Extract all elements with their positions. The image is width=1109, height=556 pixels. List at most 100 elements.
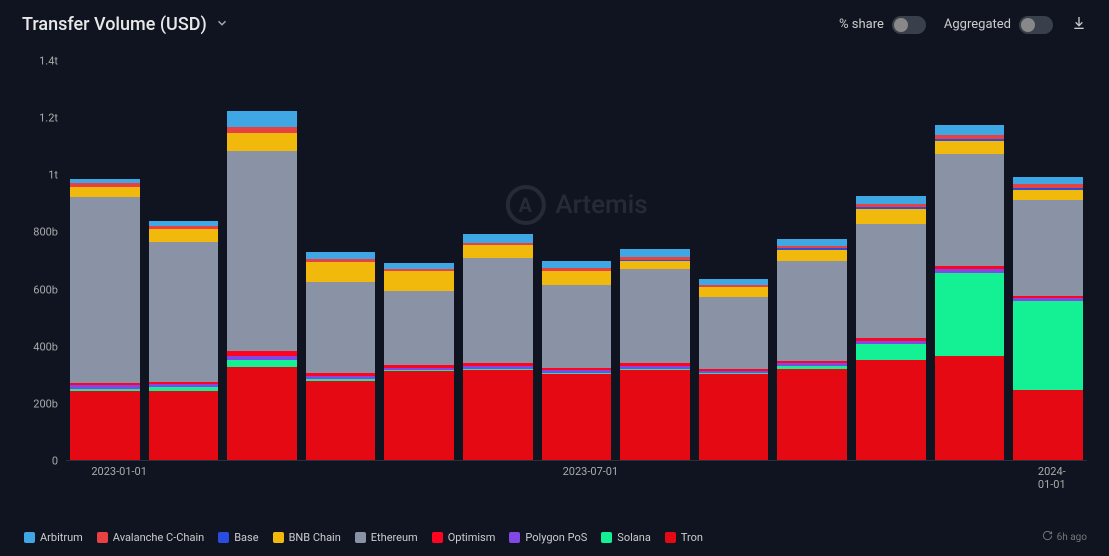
- bar-segment: [699, 297, 769, 368]
- bar-segment: [384, 271, 454, 291]
- aggregated-label: Aggregated: [944, 17, 1011, 32]
- bar-segment: [542, 285, 612, 368]
- bar-segment: [70, 391, 140, 460]
- share-toggle-group: % share: [839, 16, 926, 34]
- bar-column[interactable]: [620, 61, 690, 460]
- y-tick-label: 1t: [48, 169, 58, 182]
- bar-column[interactable]: [227, 61, 297, 460]
- legend-swatch: [432, 532, 443, 543]
- bar-segment: [935, 356, 1005, 460]
- bar-segment: [777, 261, 847, 361]
- legend-item[interactable]: BNB Chain: [273, 531, 341, 544]
- bar-segment: [306, 282, 376, 373]
- bar-segment: [777, 369, 847, 460]
- bar-segment: [463, 234, 533, 243]
- bar-column[interactable]: [542, 61, 612, 460]
- y-tick-label: 0: [52, 455, 58, 468]
- updated-text: 6h ago: [1057, 532, 1087, 543]
- chart-area: 0200b400b600b800b1t1.2t1.4t A Artemis 20…: [22, 61, 1087, 481]
- chart-plot: A Artemis: [66, 61, 1087, 461]
- bar-segment: [935, 141, 1005, 154]
- bar-segment: [620, 370, 690, 460]
- bar-column[interactable]: [149, 61, 219, 460]
- chart-header: Transfer Volume (USD) % share Aggregated: [0, 0, 1109, 43]
- bar-column[interactable]: [935, 61, 1005, 460]
- bar-column[interactable]: [70, 61, 140, 460]
- bar-column[interactable]: [306, 61, 376, 460]
- legend-item[interactable]: Base: [218, 531, 258, 544]
- bar-column[interactable]: [699, 61, 769, 460]
- legend-label: BNB Chain: [289, 531, 341, 544]
- legend-label: Solana: [617, 531, 651, 544]
- bar-segment: [856, 196, 926, 205]
- bar-column[interactable]: [777, 61, 847, 460]
- bar-segment: [542, 374, 612, 460]
- legend-item[interactable]: Arbitrum: [24, 531, 83, 544]
- share-label: % share: [839, 17, 884, 32]
- bar-segment: [620, 261, 690, 270]
- bar-segment: [620, 269, 690, 363]
- bar-segment: [227, 133, 297, 152]
- legend-swatch: [509, 532, 520, 543]
- bar-segment: [70, 197, 140, 383]
- bar-column[interactable]: [1013, 61, 1083, 460]
- download-icon[interactable]: [1071, 15, 1087, 35]
- legend-item[interactable]: Optimism: [432, 531, 496, 544]
- legend-item[interactable]: Solana: [601, 531, 651, 544]
- legend-label: Arbitrum: [40, 531, 83, 544]
- bar-segment: [149, 229, 219, 242]
- bar-segment: [856, 360, 926, 460]
- legend-item[interactable]: Ethereum: [355, 531, 418, 544]
- bar-segment: [306, 262, 376, 282]
- legend-label: Polygon PoS: [525, 531, 587, 544]
- bar-segment: [1013, 200, 1083, 296]
- bar-segment: [227, 367, 297, 460]
- bar-segment: [306, 252, 376, 259]
- y-tick-label: 1.4t: [39, 55, 58, 68]
- legend-label: Avalanche C-Chain: [113, 531, 204, 544]
- bar-segment: [699, 374, 769, 460]
- header-controls: % share Aggregated: [839, 15, 1087, 35]
- legend-item[interactable]: Tron: [665, 531, 703, 544]
- bar-column[interactable]: [384, 61, 454, 460]
- bar-segment: [463, 258, 533, 364]
- legend: Arbitrum Avalanche C-Chain Base BNB Chain Et…: [24, 530, 1087, 544]
- bar-segment: [935, 125, 1005, 135]
- bar-segment: [856, 344, 926, 360]
- bar-segment: [384, 291, 454, 365]
- bar-segment: [1013, 390, 1083, 460]
- bar-column[interactable]: [463, 61, 533, 460]
- bar-segment: [384, 371, 454, 460]
- title-dropdown[interactable]: Transfer Volume (USD): [22, 14, 229, 35]
- legend-label: Tron: [681, 531, 703, 544]
- bar-segment: [856, 224, 926, 338]
- bar-segment: [542, 261, 612, 268]
- bar-column[interactable]: [856, 61, 926, 460]
- bar-segment: [227, 151, 297, 351]
- x-tick-label: 2023-01-01: [91, 465, 147, 478]
- legend-item[interactable]: Avalanche C-Chain: [97, 531, 204, 544]
- updated-indicator: 6h ago: [1042, 530, 1087, 544]
- legend-swatch: [355, 532, 366, 543]
- x-tick-label: 2023-07-01: [563, 465, 619, 478]
- x-tick-label: 2024-01-01: [1038, 465, 1077, 491]
- legend-item[interactable]: Polygon PoS: [509, 531, 587, 544]
- aggregated-toggle[interactable]: [1019, 16, 1053, 34]
- legend-swatch: [601, 532, 612, 543]
- bar-segment: [620, 249, 690, 258]
- share-toggle[interactable]: [892, 16, 926, 34]
- bar-segment: [227, 111, 297, 127]
- legend-label: Optimism: [448, 531, 496, 544]
- bar-segment: [149, 242, 219, 382]
- y-tick-label: 800b: [33, 226, 58, 239]
- bar-segment: [1013, 301, 1083, 390]
- bar-segment: [463, 245, 533, 258]
- legend-swatch: [665, 532, 676, 543]
- bar-segment: [1013, 190, 1083, 200]
- bar-segment: [777, 250, 847, 261]
- bars-container: [66, 61, 1087, 460]
- bar-segment: [1013, 177, 1083, 184]
- bar-segment: [149, 391, 219, 460]
- aggregated-toggle-group: Aggregated: [944, 16, 1053, 34]
- refresh-icon: [1042, 530, 1053, 544]
